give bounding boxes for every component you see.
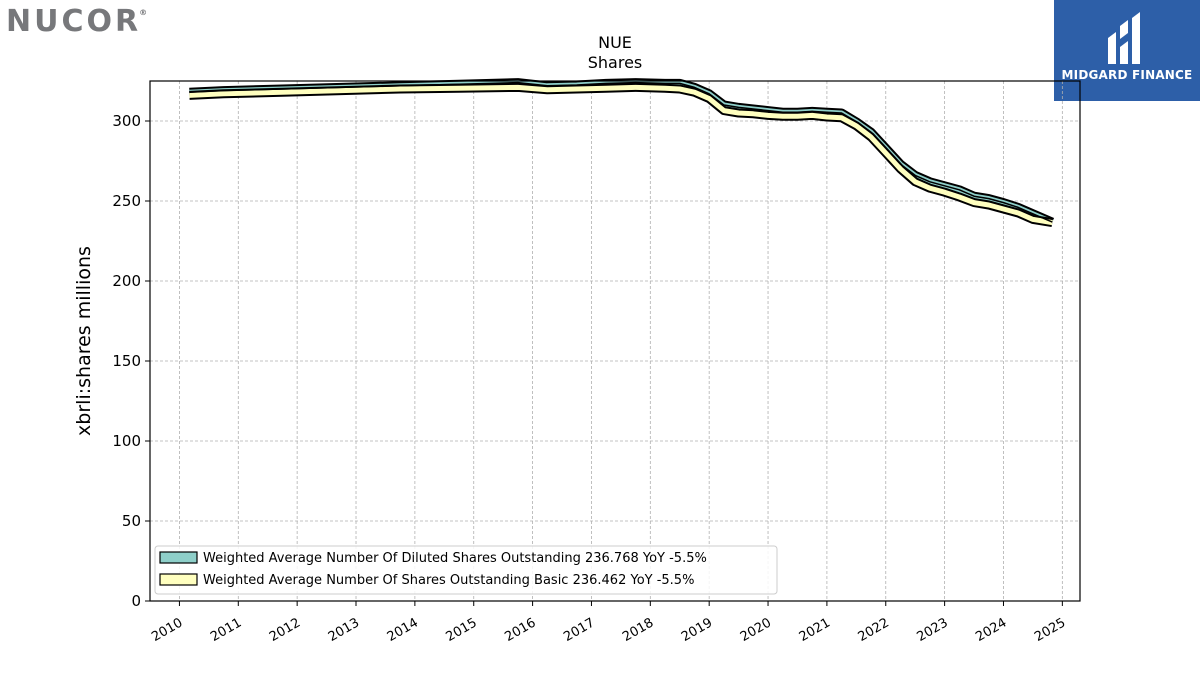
registered-mark: ® [139,8,148,17]
legend-box [154,545,778,595]
y-tick-label: 50 [122,512,141,530]
y-tick-label: 300 [112,112,141,130]
x-tick-label: 2014 [385,615,421,645]
y-tick-label: 250 [112,192,141,210]
series-outline-2 [189,82,1054,228]
x-tick-label: 2010 [149,615,185,645]
x-tick-label: 2020 [738,615,774,645]
nucor-logo-text: NUCOR [6,4,142,39]
x-tick-label: 2024 [973,615,1009,645]
x-tick-label: 2022 [856,615,892,645]
x-tick-label: 2016 [502,615,538,645]
series-line-2 [189,84,1053,226]
chart-title: NUE [598,33,632,52]
x-tick-label: 2025 [1032,615,1068,645]
chart-subtitle: Shares [588,53,643,72]
midgard-finance-logo: MIDGARD FINANCE [1054,0,1200,101]
y-axis-label: xbrli:shares millions [73,246,95,436]
x-tick-label: 2011 [208,615,244,645]
y-tick-label: 0 [131,592,141,610]
y-tick-label: 150 [112,352,141,370]
series-edge-1 [189,81,1053,223]
x-tick-label: 2013 [326,615,362,645]
y-tick-label: 100 [112,432,141,450]
nucor-logo: NUCOR® [6,4,149,39]
y-tick-label: 200 [112,272,141,290]
x-tick-label: 2023 [914,615,950,645]
x-tick-label: 2019 [679,615,715,645]
x-tick-label: 2017 [561,615,597,645]
legend-swatch-1 [159,551,198,564]
x-tick-label: 2018 [620,615,656,645]
legend-label-1: Weighted Average Number Of Diluted Share… [203,551,707,566]
legend-swatch-2 [159,573,198,586]
x-tick-label: 2021 [797,615,833,645]
x-tick-label: 2012 [267,615,303,645]
x-tick-label: 2015 [444,615,480,645]
midgard-logo-text: MIDGARD FINANCE [1061,68,1193,82]
plot-frame [149,80,1081,602]
legend-label-2: Weighted Average Number Of Shares Outsta… [203,573,694,588]
midgard-m-icon [1108,12,1140,64]
